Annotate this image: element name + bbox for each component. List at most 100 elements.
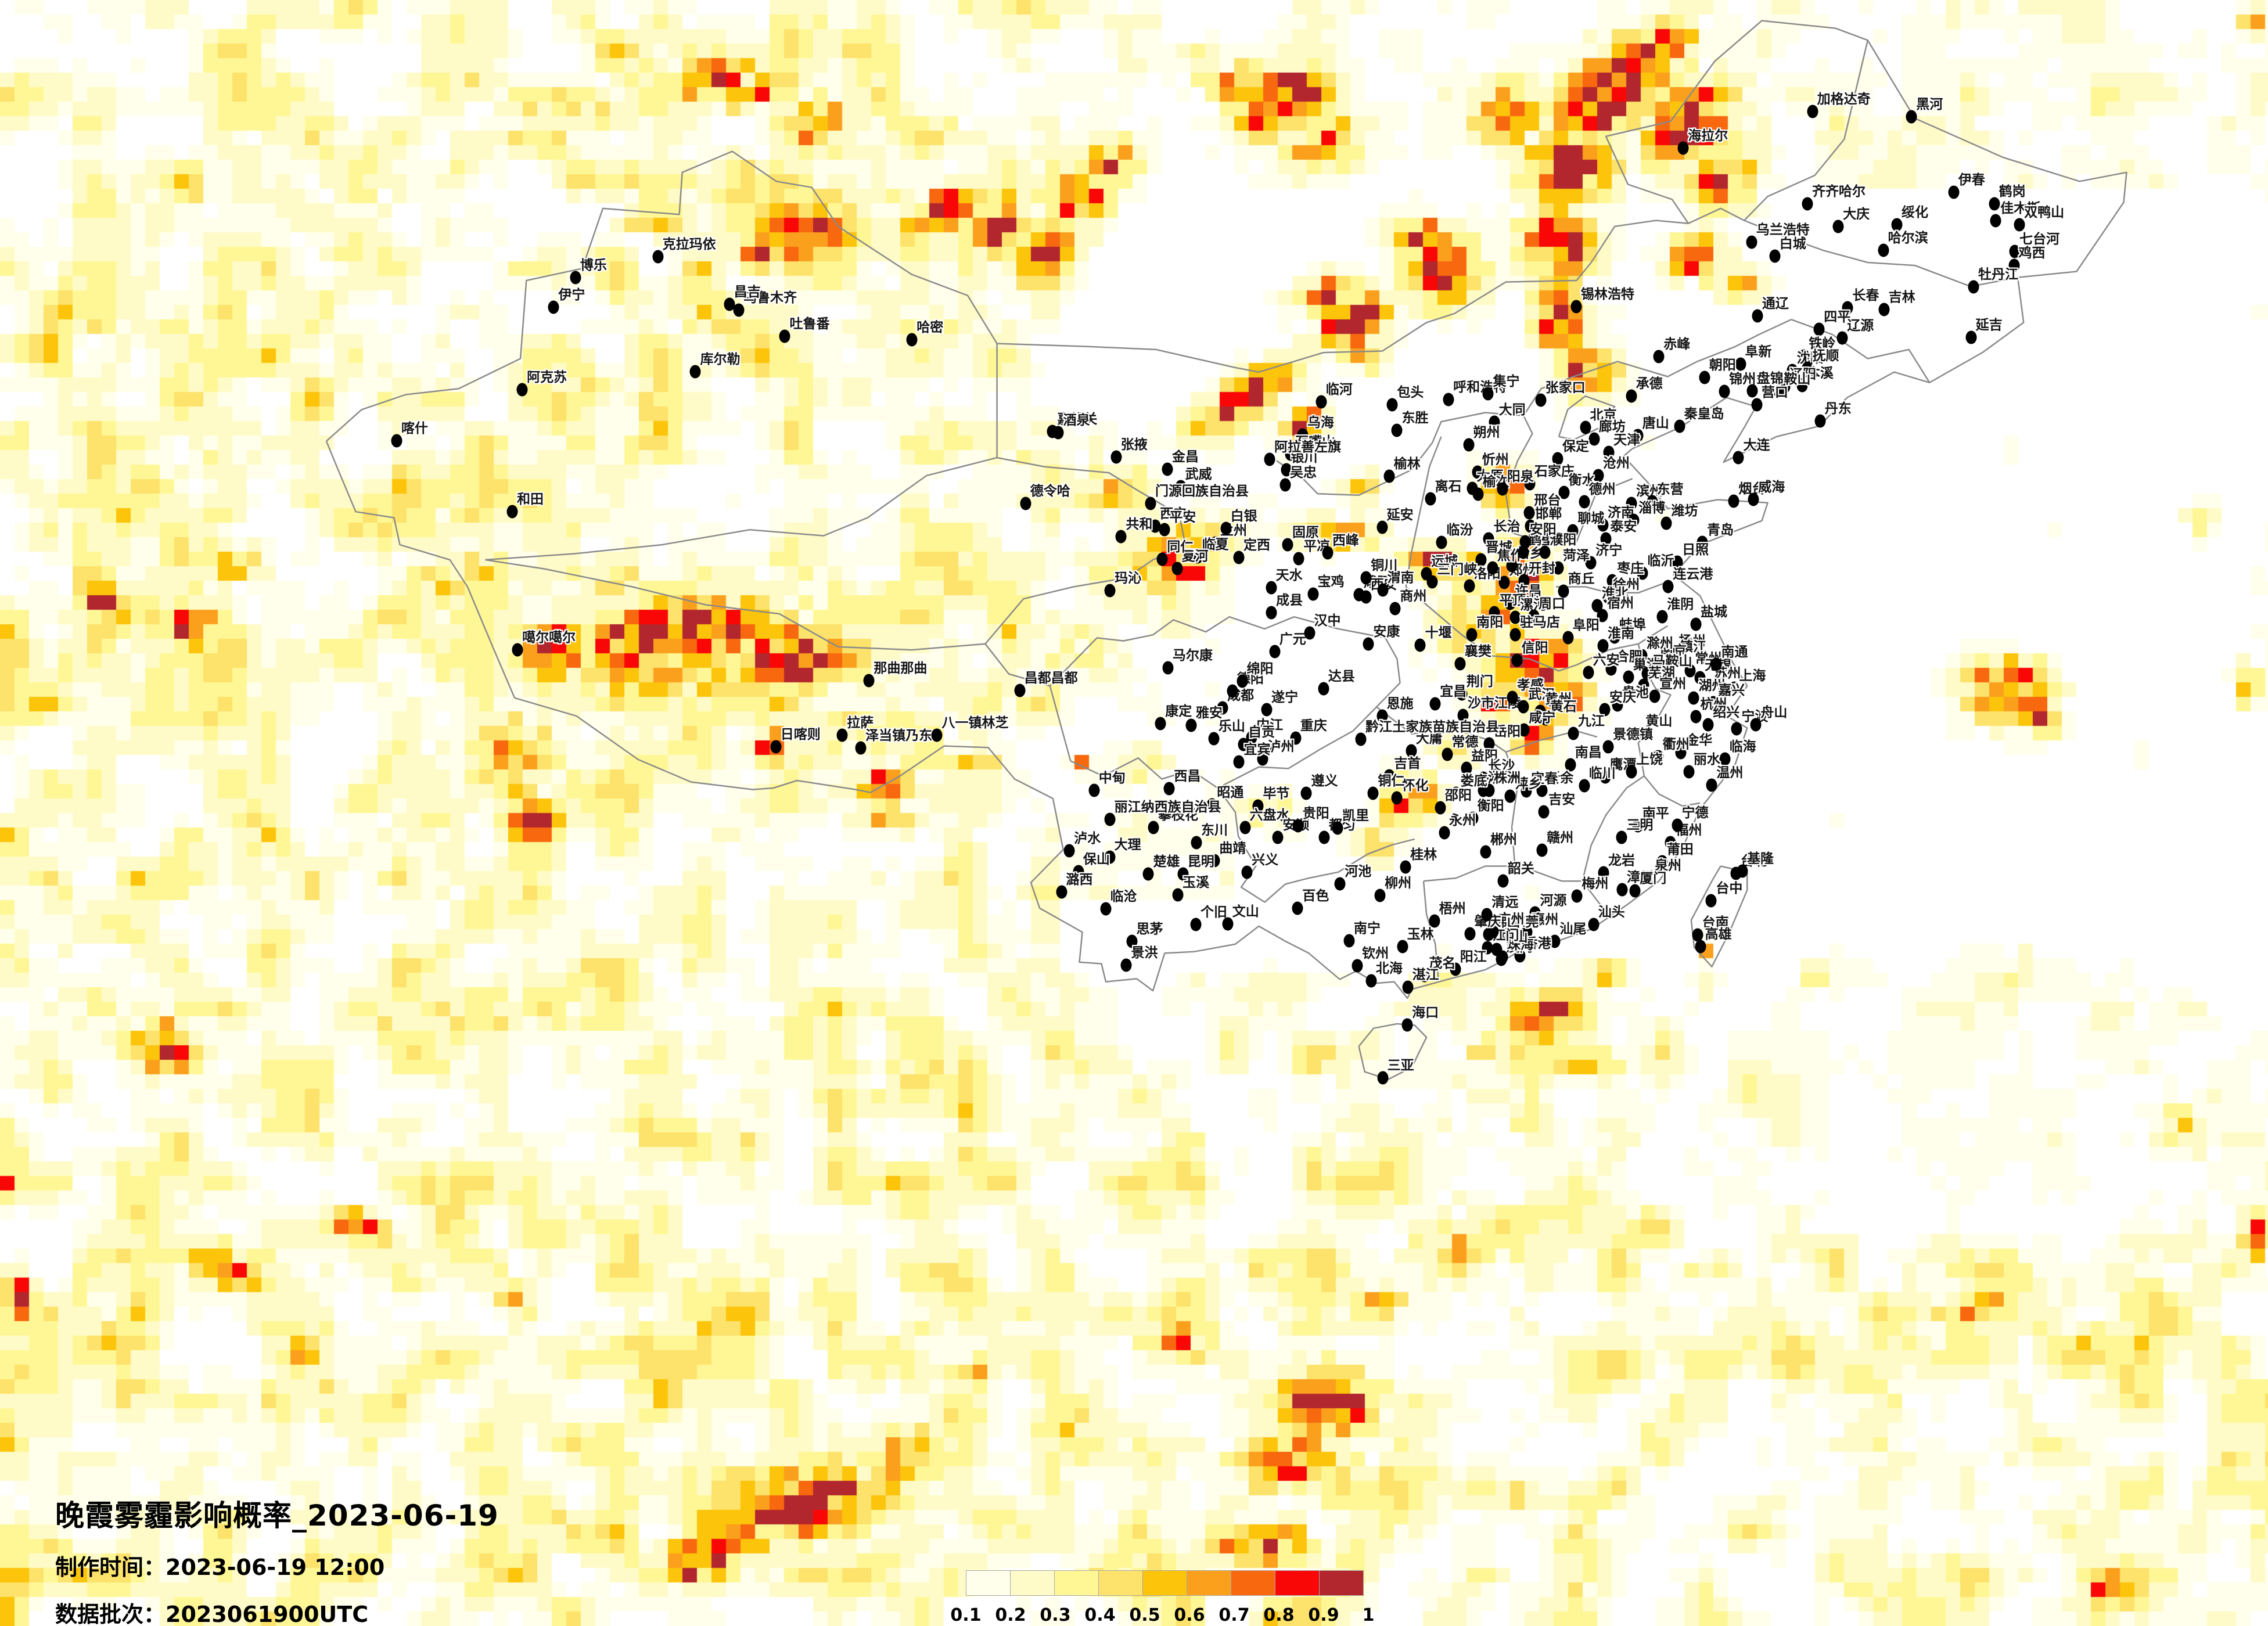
city-dot: [1593, 469, 1604, 483]
city-dot: [1472, 465, 1483, 479]
city-dot: [1637, 566, 1648, 580]
city-dot: [1647, 495, 1658, 509]
city-label: 济南: [1607, 505, 1634, 521]
province-border-10: [1217, 787, 1415, 903]
city-label: 酒泉: [1063, 413, 1090, 429]
province-border-1: [485, 559, 1072, 761]
city-label: 黄山: [1645, 713, 1673, 729]
city-label: 盘锦: [1756, 371, 1784, 387]
province-border-7: [1511, 478, 1633, 546]
city-label: 加格达奇: [1817, 92, 1871, 107]
city-dot: [1163, 782, 1175, 795]
city-dot: [906, 333, 918, 347]
city-label: 茂名: [1429, 955, 1456, 971]
city-label: 广州: [1497, 911, 1525, 927]
city-dot: [1641, 667, 1653, 681]
city-dot: [1402, 980, 1414, 994]
city-dot: [1656, 610, 1668, 624]
city-label: 哈尔滨: [1888, 231, 1928, 246]
city-label: 信阳: [1521, 641, 1548, 656]
city-dot: [779, 329, 790, 343]
city-label: 益阳: [1471, 749, 1498, 764]
city-label: 蚌埠: [1619, 617, 1646, 633]
city-label: 临夏: [1202, 537, 1229, 552]
city-label: 南通: [1721, 645, 1748, 660]
city-dot: [1773, 384, 1785, 398]
city-dot: [1210, 536, 1221, 550]
city-dot: [1149, 519, 1161, 533]
city-dot: [1266, 606, 1277, 620]
city-label: 临沧: [1110, 888, 1137, 904]
legend-swatch: [1319, 1570, 1364, 1596]
city-label: 梅州: [1582, 876, 1609, 892]
city-dot: [1796, 379, 1808, 393]
made-time-label: 制作时间：: [55, 1555, 166, 1580]
city-label: 开封: [1528, 561, 1555, 577]
city-label: 玉溪: [1182, 875, 1210, 890]
city-label: 八一镇林芝: [941, 715, 1009, 731]
city-label: 钦州: [1362, 946, 1389, 962]
city-label: 德州: [1588, 481, 1616, 497]
city-label: 鹤壁: [1528, 533, 1555, 548]
city-label: 昭通: [1217, 785, 1244, 800]
city-label: 巢湖: [1633, 657, 1660, 672]
city-label: 岳阳: [1493, 724, 1521, 739]
city-dot: [1728, 681, 1740, 695]
city-label: 恩施: [1386, 696, 1414, 711]
city-dot: [1487, 561, 1498, 575]
city-label: 泽当镇乃东: [865, 728, 933, 743]
city-dot: [1524, 477, 1536, 491]
city-dot: [1252, 799, 1264, 813]
city-label: 朝阳: [1709, 358, 1736, 373]
legend-swatch: [1098, 1570, 1143, 1596]
city-label: 齐齐哈尔: [1811, 184, 1866, 200]
city-label: 双鸭山: [2024, 205, 2065, 221]
city-dot: [1690, 710, 1702, 724]
city-label: 临汾: [1446, 522, 1473, 538]
city-label: 十堰: [1425, 625, 1452, 641]
city-label: 萍乡: [1515, 776, 1542, 792]
city-label: 北海: [1375, 961, 1403, 976]
city-label: 雅安: [1195, 706, 1223, 721]
city-label: 康定: [1165, 703, 1192, 719]
city-dot: [1638, 678, 1649, 692]
city-dot: [1518, 545, 1529, 559]
legend-swatch: [1275, 1570, 1320, 1596]
city-dot: [1498, 575, 1510, 589]
city-label: 潍坊: [1671, 503, 1698, 519]
province-border-13: [1582, 775, 1701, 882]
batch-line: 数据批次：2023061900UTC: [55, 1596, 499, 1626]
city-label: 衢州: [1662, 737, 1690, 753]
city-label: 三亚: [1387, 1058, 1414, 1074]
legend-tick: 0.2: [995, 1605, 1026, 1625]
city-dot: [1629, 884, 1641, 898]
city-label: 抚顺: [1812, 348, 1839, 364]
city-dot: [1377, 1071, 1389, 1085]
city-dot: [836, 728, 848, 742]
city-dot: [1191, 836, 1202, 850]
city-label: 台北: [1740, 854, 1767, 869]
city-label: 平顶山: [1499, 593, 1540, 609]
legend-swatch: [966, 1570, 1011, 1596]
city-label: 博乐: [580, 257, 607, 273]
city-label: 集宁: [1493, 373, 1520, 389]
city-dot: [1603, 445, 1615, 459]
city-dot: [1367, 786, 1379, 800]
city-label: 夏河: [1181, 549, 1209, 564]
title-block: 晚霞雾霾影响概率_2023-06-19 制作时间：2023-06-19 12:0…: [55, 1492, 499, 1626]
city-label: 阳泉: [1507, 469, 1534, 484]
city-dot: [1185, 718, 1197, 732]
city-label: 遂宁: [1271, 690, 1299, 705]
city-dot: [1464, 927, 1476, 941]
city-dot: [1389, 602, 1401, 616]
city-dot: [1104, 584, 1116, 598]
city-dot: [1656, 855, 1668, 869]
city-dot: [733, 303, 745, 317]
city-dot: [2008, 258, 2020, 272]
city-label: 固原: [1292, 525, 1320, 541]
city-label: 淄博: [1638, 501, 1666, 516]
city-dot: [1282, 538, 1293, 552]
city-dot: [1227, 684, 1238, 698]
city-dot: [1672, 555, 1683, 569]
city-label: 临沂: [1647, 553, 1674, 569]
